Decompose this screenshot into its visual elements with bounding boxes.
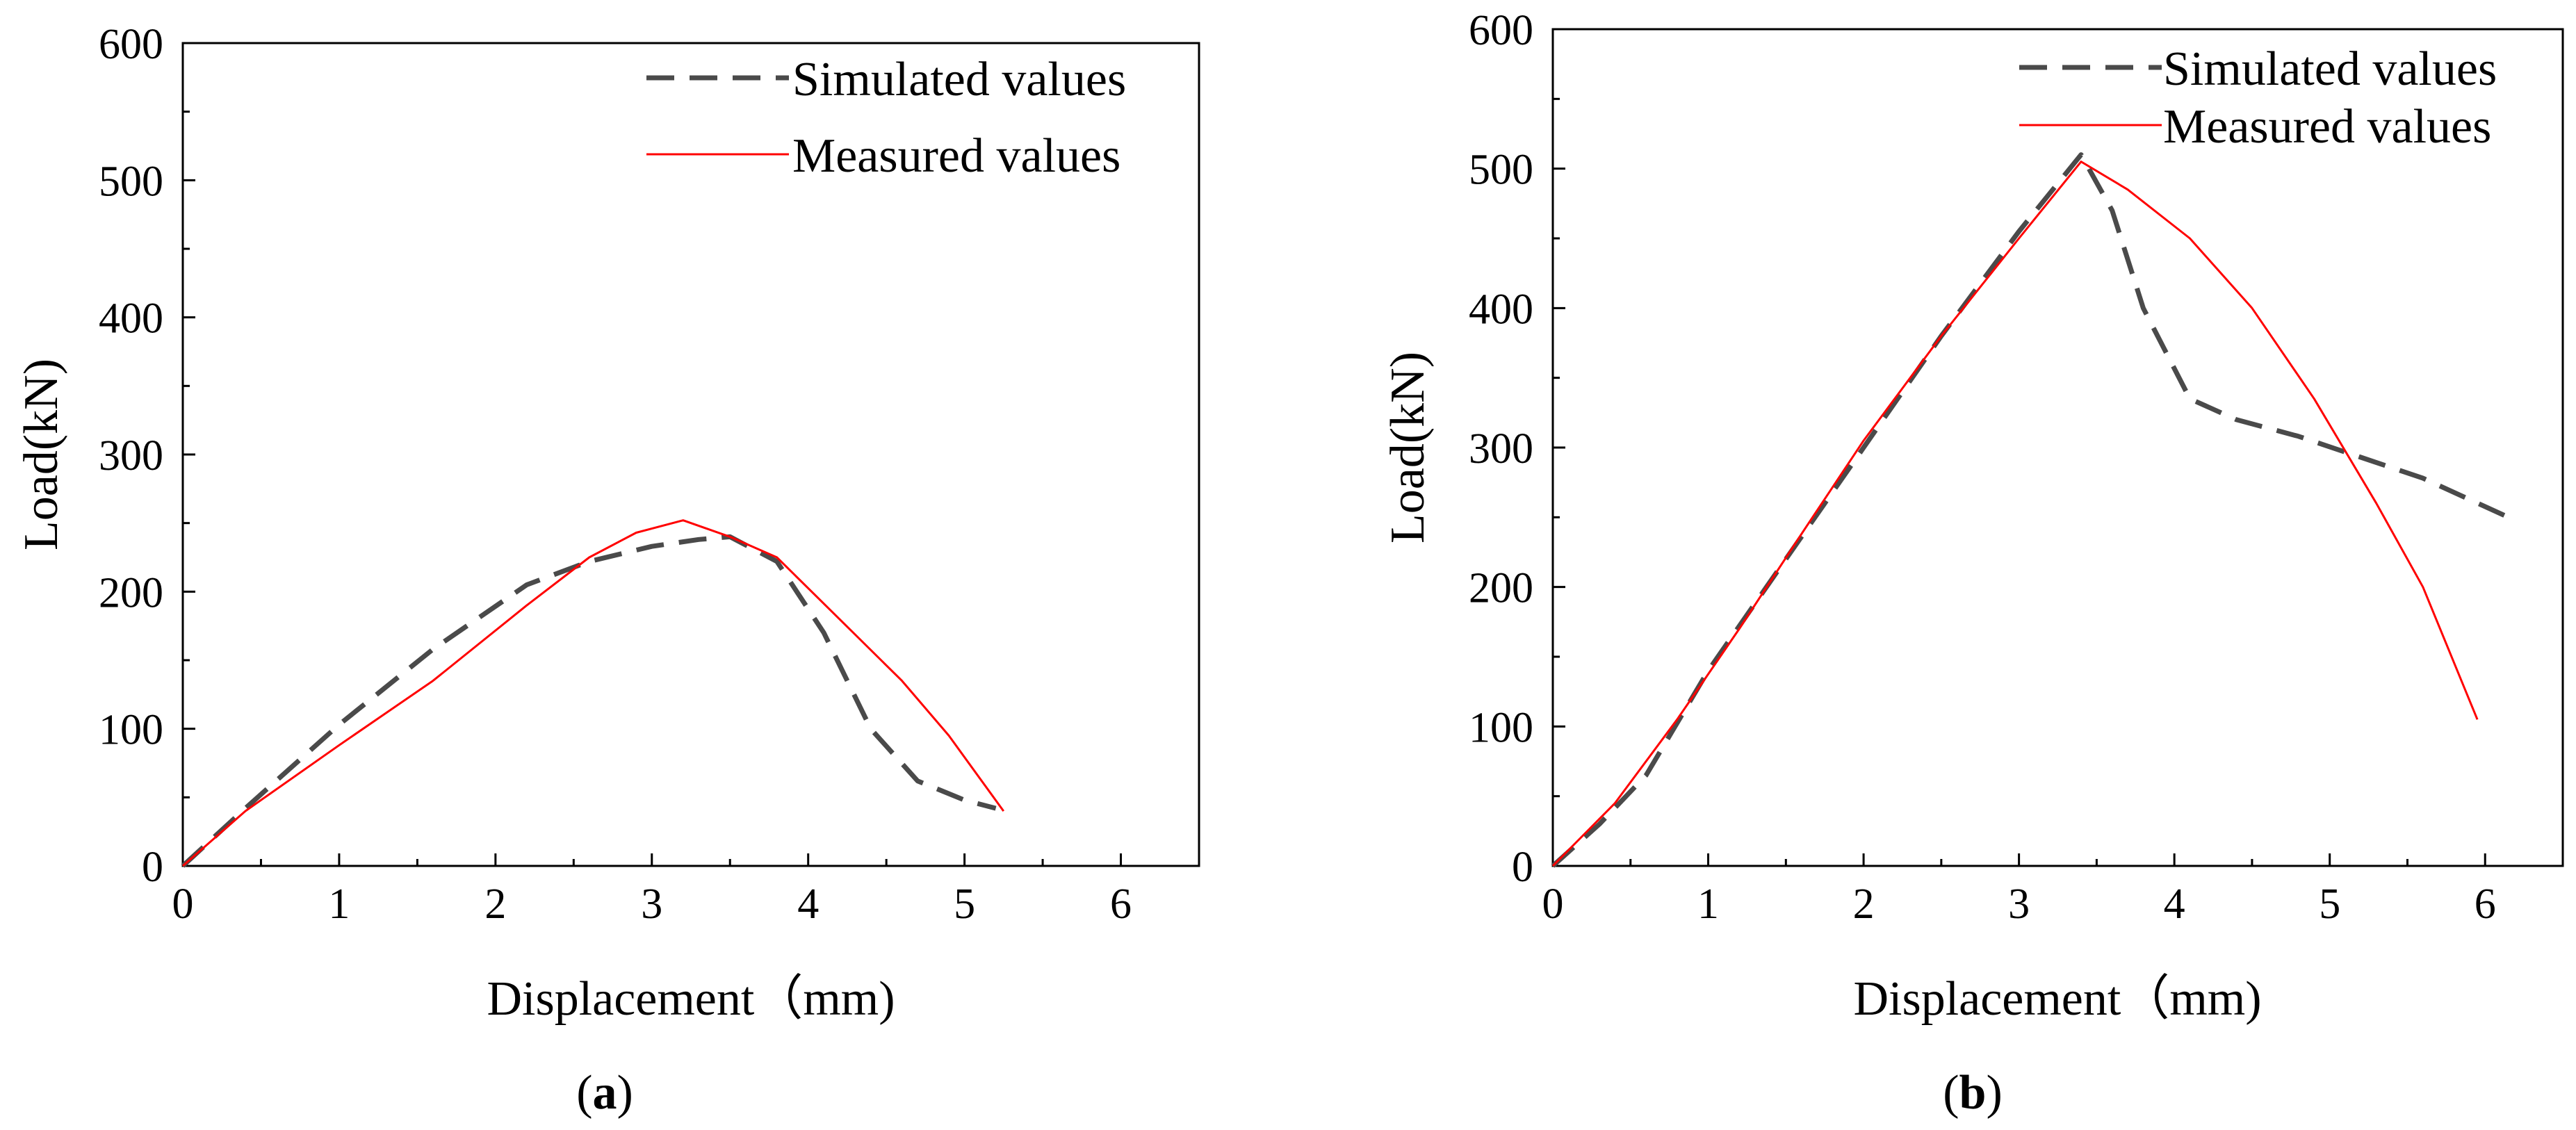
series-layer: [181, 519, 1005, 868]
legend-label-measured: Measured values: [2163, 100, 2491, 154]
x-axis-title: Displacement（mm): [1853, 972, 2261, 1026]
y-tick-label: 300: [1469, 425, 1533, 473]
y-tick-label: 600: [99, 21, 163, 68]
panel-caption-a: (a): [576, 1066, 633, 1120]
y-tick-label: 200: [99, 569, 163, 616]
series-line-measured: [182, 519, 1005, 867]
y-tick-label: 400: [99, 295, 163, 343]
y-tick-label: 400: [1469, 286, 1533, 333]
y-tick-label: 300: [99, 432, 163, 480]
x-tick-label: 4: [797, 881, 819, 928]
x-axis-title: Displacement（mm): [487, 972, 895, 1026]
plot-frame: [1551, 28, 2564, 867]
chart-panel-b: 0 1 2 3 4 5 6 0 100 200 300 400 500 600 Simulated val…: [1381, 7, 2564, 1120]
y-tick-label: 100: [99, 707, 163, 754]
panel-caption-letter: b: [1959, 1066, 1987, 1120]
axis-ticks: 0 1 2 3 4 5 6 0 100 200 300 400 500 600: [1469, 7, 2496, 928]
legend-label-measured: Measured values: [792, 129, 1120, 183]
y-tick-label: 0: [142, 844, 163, 891]
y-tick-label: 500: [1469, 147, 1533, 194]
x-tick-label: 3: [2008, 881, 2030, 928]
x-tick-label: 2: [484, 881, 506, 928]
y-tick-label: 600: [1469, 7, 1533, 54]
panel-caption-letter: a: [593, 1066, 617, 1120]
series-line-measured: [1551, 161, 2479, 867]
x-tick-label: 6: [2475, 881, 2496, 928]
y-axis-title: Load(kN): [15, 359, 68, 550]
x-tick-label: 2: [1853, 881, 1875, 928]
chart-panel-a: 0 1 2 3 4 5 6 0 100 200 300 400 500 600 Simulated val…: [15, 21, 1200, 1120]
x-tick-label: 1: [328, 881, 350, 928]
x-tick-label: 4: [2164, 881, 2185, 928]
series-layer: [1551, 152, 2510, 868]
legend: Simulated values Measured values: [2019, 42, 2497, 154]
x-tick-label: 0: [172, 881, 194, 928]
y-axis-title: Load(kN): [1381, 352, 1435, 543]
legend-label-simulated: Simulated values: [2163, 42, 2497, 96]
x-tick-label: 0: [1542, 881, 1564, 928]
series-line-simulated: [1551, 152, 2510, 868]
series-line-simulated: [181, 534, 997, 868]
x-tick-label: 3: [641, 881, 662, 928]
x-tick-label: 1: [1697, 881, 1719, 928]
legend: Simulated values Measured values: [646, 53, 1126, 183]
y-tick-label: 0: [1512, 844, 1533, 891]
x-tick-label: 5: [2319, 881, 2340, 928]
y-tick-label: 500: [99, 158, 163, 205]
x-tick-label: 6: [1110, 881, 1132, 928]
panel-caption-b: (b): [1943, 1066, 2003, 1120]
y-tick-label: 200: [1469, 565, 1533, 612]
legend-label-simulated: Simulated values: [792, 53, 1126, 106]
y-tick-label: 100: [1469, 704, 1533, 751]
axis-ticks: 0 1 2 3 4 5 6 0 100 200 300 400 500 600: [99, 21, 1132, 928]
x-tick-label: 5: [954, 881, 975, 928]
